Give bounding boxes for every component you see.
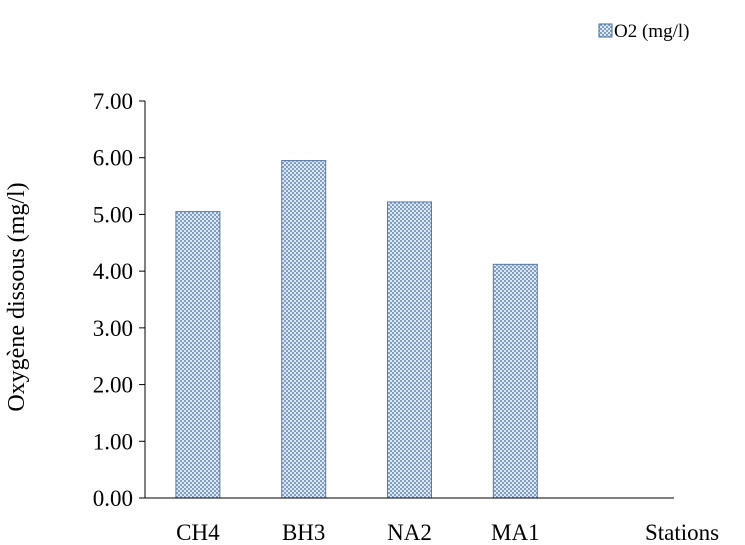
y-tick-label: 6.00 [93,146,133,171]
x-tick-label: BH3 [282,520,325,545]
y-tick-label: 0.00 [93,486,133,511]
y-tick-label: 4.00 [93,259,133,284]
legend: O2 (mg/l) [598,21,689,42]
y-tick-label: 5.00 [93,202,133,227]
y-tick-label: 2.00 [93,373,133,398]
x-tick-label: NA2 [387,520,432,545]
y-tick-label: 3.00 [93,316,133,341]
legend-swatch [598,23,613,38]
y-axis-title: Oxygène dissous (mg/l) [4,182,30,411]
bar-ch4 [175,211,221,499]
x-tick-label: CH4 [176,520,220,545]
bar-bh3 [281,160,327,499]
bar-na2 [387,201,432,499]
bar-ma1 [492,263,538,499]
x-tick-label: MA1 [491,520,540,545]
legend-label: O2 (mg/l) [614,21,689,42]
x-axis-tick-labels: CH4 BH3 NA2 MA1 [176,520,539,545]
y-tick-label: 7.00 [93,89,133,114]
y-tick-label: 1.00 [93,429,133,454]
y-axis-ticks: 0.00 1.00 2.00 3.00 4.00 5.00 6.00 7.00 [93,89,145,511]
x-axis-title: Stations [645,520,719,545]
bars [175,160,538,499]
